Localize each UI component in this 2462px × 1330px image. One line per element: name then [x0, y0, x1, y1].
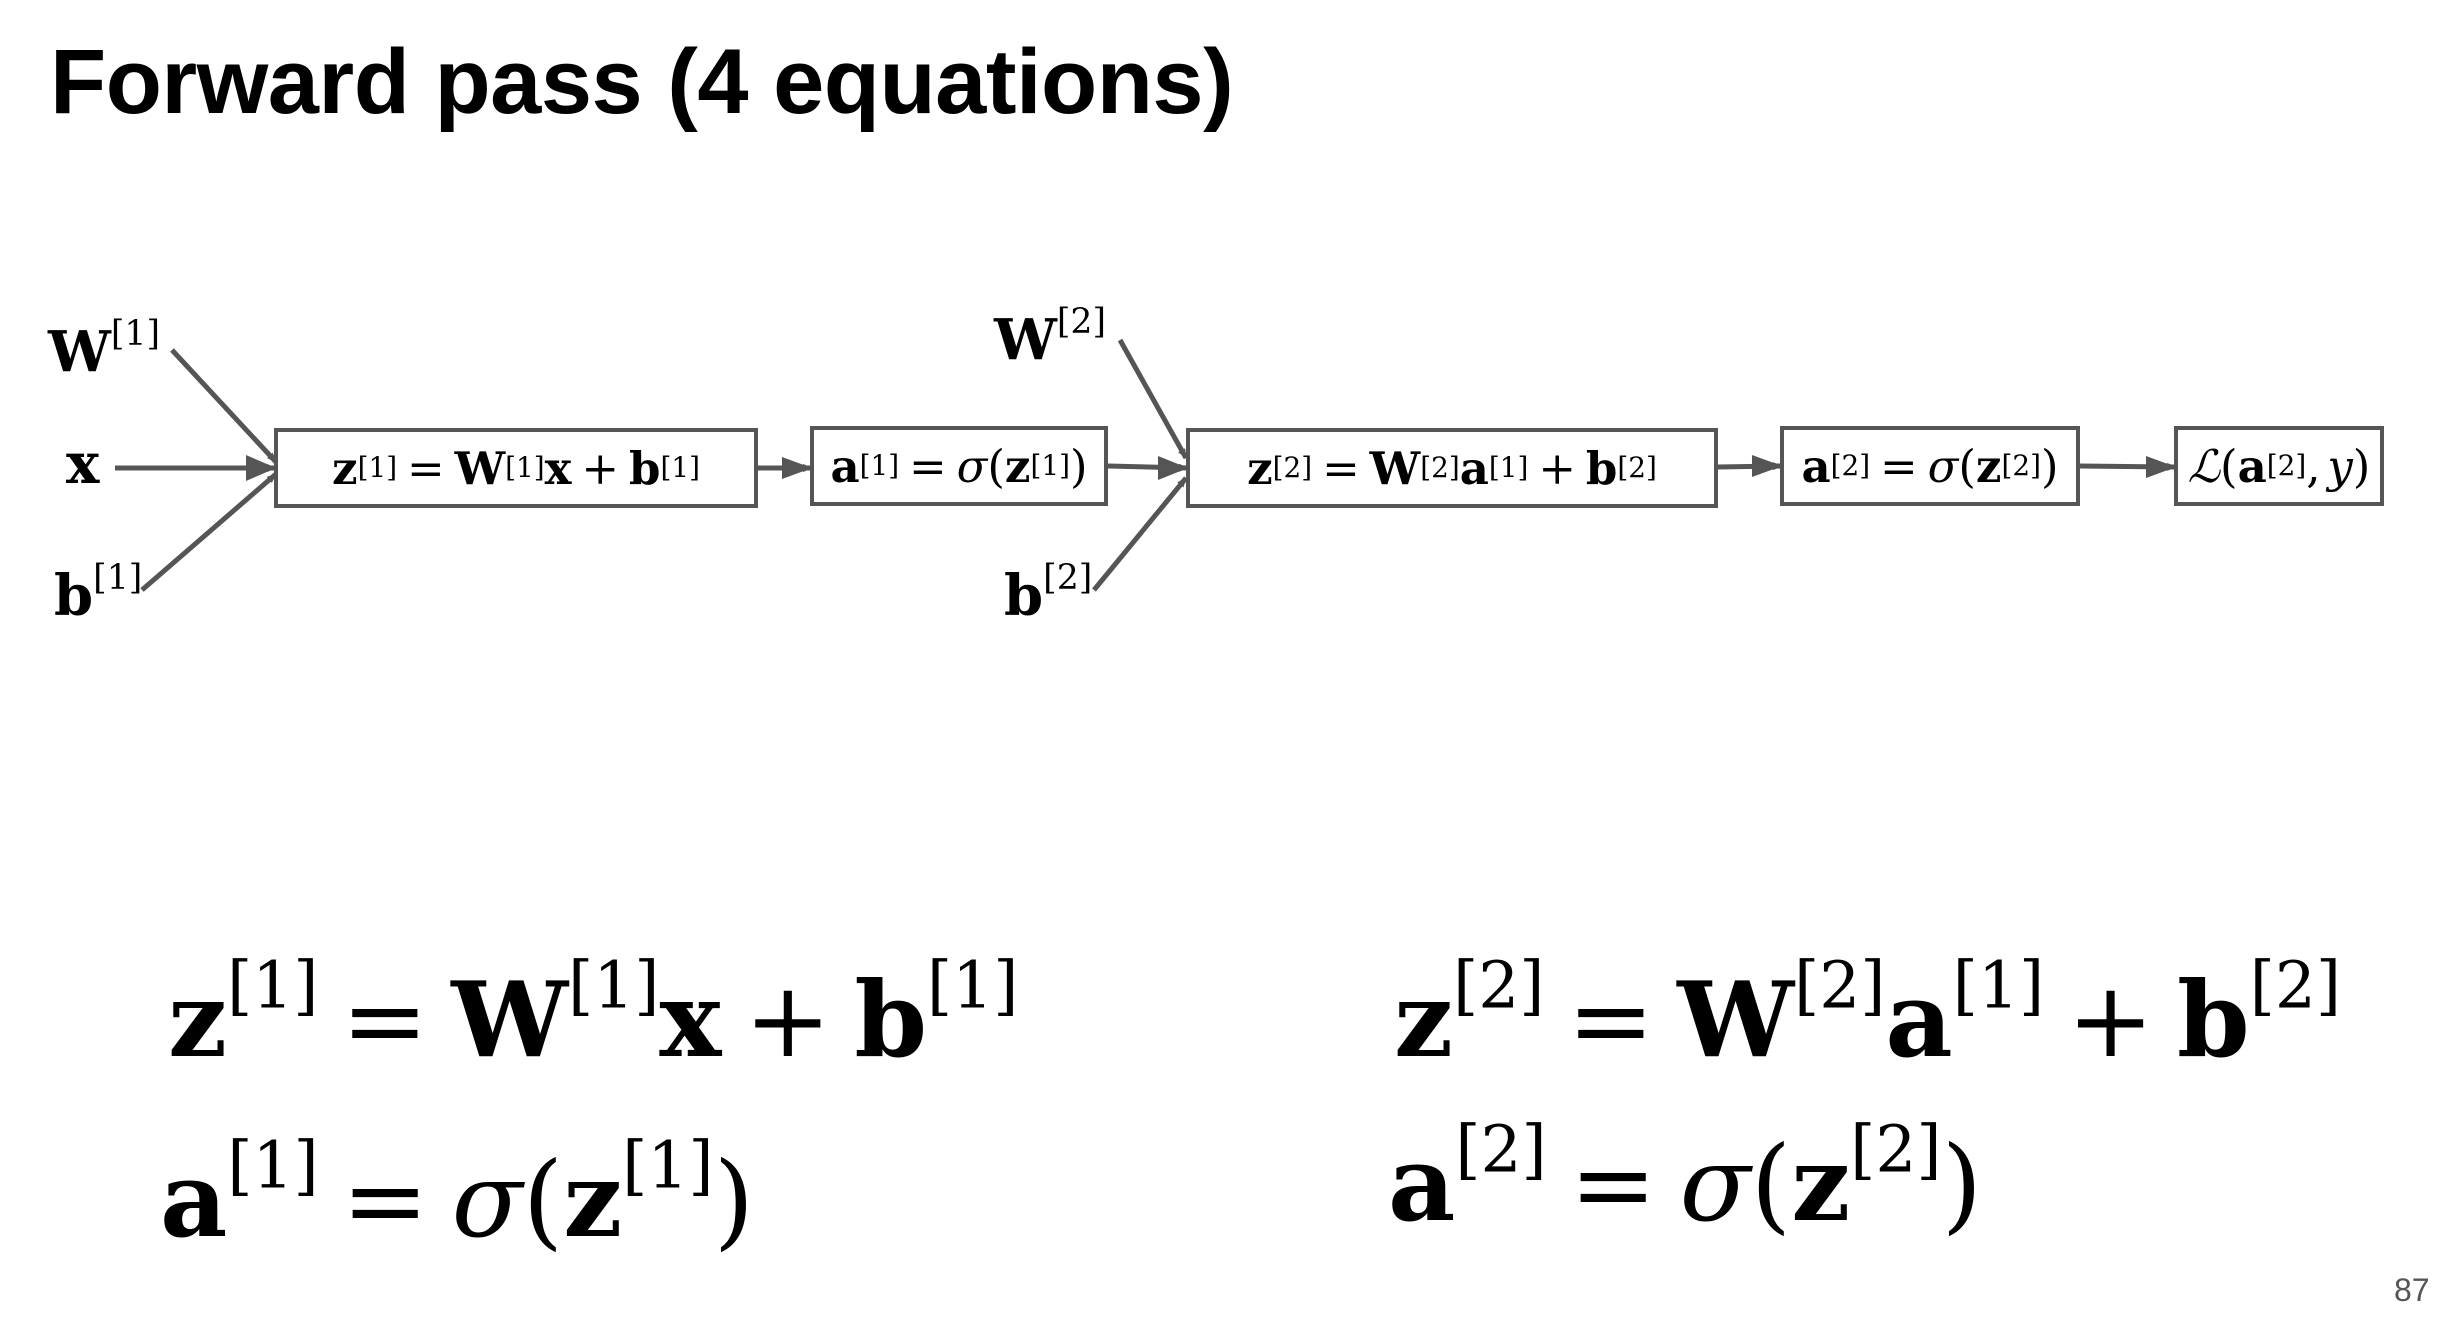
equation-a2: a[2] = σ(z[2])	[1388, 1112, 1983, 1245]
equation-z1: z[1] = W[1]x + b[1]	[168, 948, 1019, 1081]
z2-node: z [2] = W [2] a [1] + b [2]	[1186, 428, 1718, 508]
z1-node: z [1] = W [1] x + b [1]	[274, 428, 758, 508]
input-W1-label: W[1]	[48, 313, 161, 385]
page-number: 87	[2394, 1272, 2430, 1308]
edge-W2-to-z2	[1117, 338, 1189, 460]
input-b1-label: b[1]	[54, 557, 143, 629]
edge-W1-to-z1	[170, 348, 278, 464]
a2-node: a [2] = σ(z [2])	[1780, 426, 2080, 506]
edge-b1-to-z1	[140, 472, 278, 592]
loss-node: ℒ(a [2], y)	[2174, 426, 2384, 506]
equation-a1: a[1] = σ(z[1])	[160, 1128, 755, 1261]
a1-node: a [1] = σ(z [1])	[810, 426, 1108, 506]
equation-z2: z[2] = W[2]a[1] + b[2]	[1394, 948, 2342, 1081]
input-x-label: x	[66, 431, 100, 497]
input-b2-label: b[2]	[1004, 557, 1093, 629]
edge-b2-to-z2	[1092, 476, 1188, 592]
slide-title: Forward pass (4 equations)	[50, 31, 1234, 133]
input-W2-label: W[2]	[994, 301, 1107, 373]
